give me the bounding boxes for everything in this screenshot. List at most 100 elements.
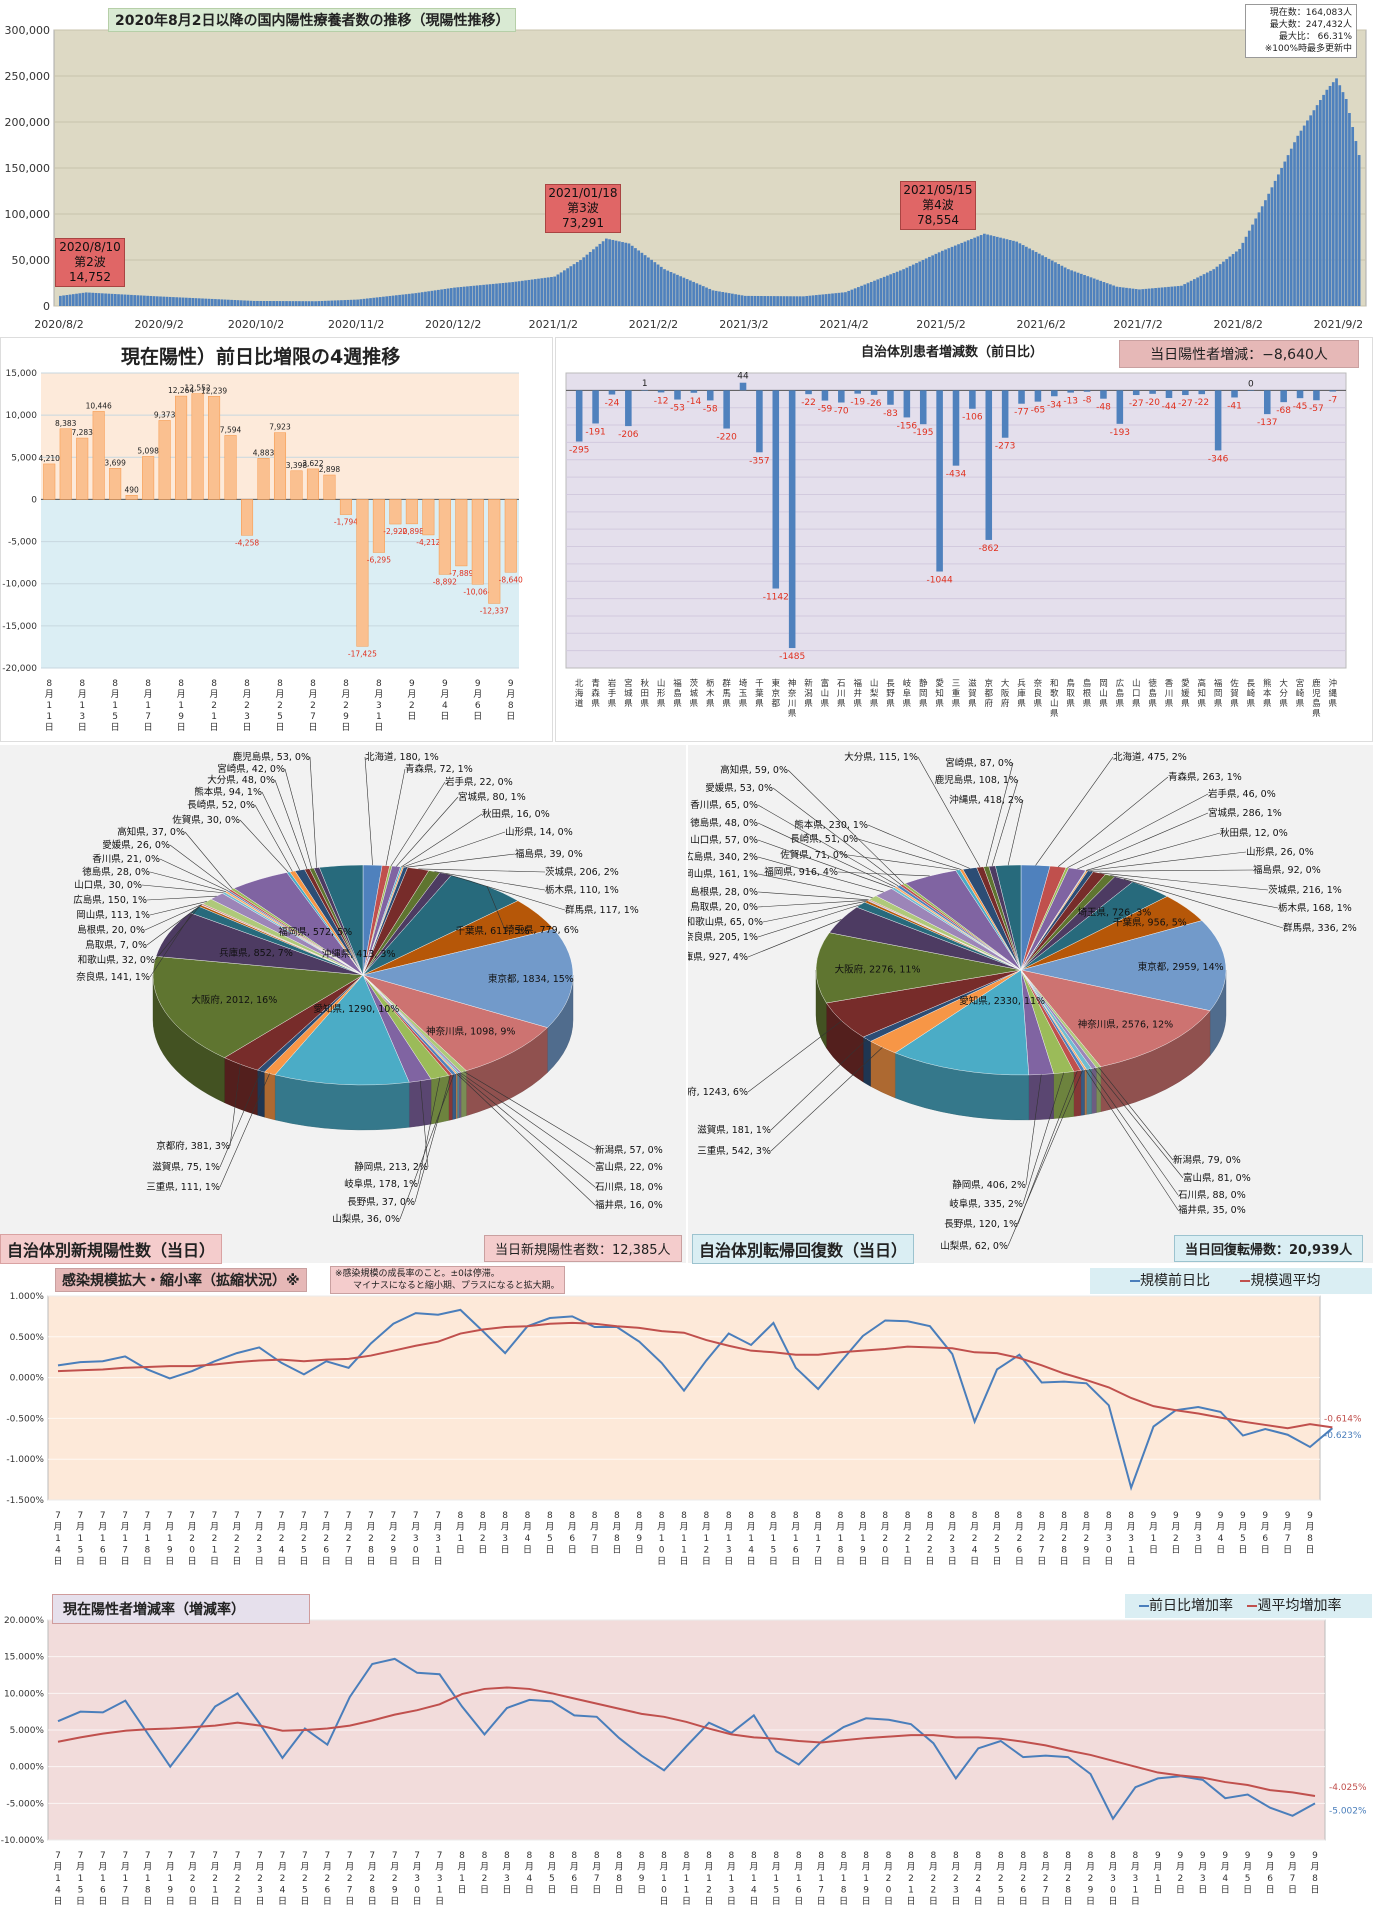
x-tick-label-char: 2 — [931, 1874, 937, 1884]
x-tick-label-char: 3 — [1106, 1534, 1112, 1544]
x-tick-label-char: 月 — [1037, 1522, 1046, 1533]
prefecture-change-bar — [1198, 390, 1206, 395]
daily-change-bar — [438, 499, 451, 575]
active-cases-bar — [333, 300, 337, 306]
active-cases-bar — [146, 295, 149, 306]
x-tick-label-char: 4 — [280, 1886, 286, 1896]
y-tick-label: 15.000% — [4, 1653, 44, 1663]
pie-leader-line — [1022, 1072, 1065, 1205]
x-tick-label-char: 6 — [100, 1886, 106, 1896]
active-cases-bar — [701, 286, 705, 306]
x-tick-label-char: 8 — [502, 1511, 508, 1521]
x-tick-label-char: 9 — [343, 712, 349, 722]
prefecture-change-value-label: -59 — [818, 405, 833, 415]
pie-label: 長野県, 120, 1% — [944, 1219, 1018, 1230]
prefecture-name-char: 富 — [821, 678, 830, 689]
x-tick-label-char: 8 — [908, 1851, 914, 1861]
x-tick-label-char: 9 — [167, 1546, 173, 1556]
x-tick-label-char: 8 — [1039, 1511, 1045, 1521]
prefecture-name-char: 三 — [952, 679, 961, 689]
daily-change-bar — [43, 463, 56, 500]
prefecture-name-char: 島 — [1116, 688, 1125, 699]
prefecture-change-value-label: -22 — [801, 398, 816, 408]
pie-leader-line — [399, 1074, 455, 1220]
x-tick-label-char: 8 — [1312, 1874, 1318, 1884]
prefecture-name-char: 福 — [1214, 678, 1223, 689]
pie-leader-line — [456, 1073, 596, 1206]
prefecture-name-char: 縄 — [1329, 689, 1338, 699]
active-cases-bar — [1147, 288, 1151, 306]
prefecture-change-bar — [739, 382, 747, 391]
pie-label: 東京都, 2959, 14% — [1138, 961, 1224, 973]
x-tick-label-char: 3 — [1133, 1874, 1139, 1884]
active-cases-bar — [1260, 206, 1264, 306]
prefecture-change-value-label: -1142 — [763, 593, 789, 603]
x-tick-label-char: 月 — [814, 1522, 823, 1533]
prefecture-name-char: 形 — [657, 689, 666, 699]
daily-change-bar — [175, 395, 188, 500]
active-cases-bar — [1348, 113, 1351, 306]
active-cases-bar — [802, 296, 805, 306]
x-tick-label-char: 1 — [684, 1874, 690, 1884]
x-tick-label-char: 日 — [45, 722, 54, 733]
x-tick-label-char: 日 — [374, 722, 383, 733]
active-cases-bar — [395, 295, 398, 306]
x-tick-label-char: 4 — [975, 1886, 981, 1896]
x-tick-label-char: 3 — [257, 1886, 263, 1896]
daily-change-bar — [389, 499, 402, 525]
x-tick-label-char: 8 — [684, 1851, 690, 1861]
daily-change-value-label: 3,398 — [286, 461, 308, 470]
x-tick-label-char: 月 — [440, 689, 449, 700]
active-cases-bar — [459, 286, 463, 306]
x-tick-label-char: 日 — [1127, 1556, 1136, 1567]
x-tick-label-char: 1 — [751, 1874, 757, 1884]
x-tick-label-char: 月 — [884, 1862, 893, 1873]
prefecture-change-bar — [1067, 390, 1074, 393]
x-tick-label-char: 7 — [212, 1851, 218, 1861]
x-tick-label-char: 8 — [927, 1511, 933, 1521]
active-cases-bar — [1299, 130, 1303, 306]
x-tick-label-char: 月 — [407, 689, 416, 700]
pie-leader-line — [390, 781, 446, 867]
recovered-pie-title: 自治体別転帰回復数（当日） — [692, 1234, 915, 1264]
active-cases-bar — [307, 301, 311, 306]
active-cases-bar — [1083, 275, 1086, 306]
x-tick-label-char: 月 — [256, 1862, 265, 1873]
active-cases-bar — [110, 293, 114, 306]
pie-label: 山形県, 14, 0% — [505, 826, 573, 838]
pie-label: 千葉県, 956, 5% — [1113, 917, 1187, 929]
x-tick-label-char: 8 — [459, 1851, 465, 1861]
x-tick-label-char: 8 — [882, 1511, 888, 1521]
x-tick-label-char: 8 — [594, 1851, 600, 1861]
active-cases-bar — [469, 286, 473, 306]
x-tick-label-char: 月 — [502, 1862, 511, 1873]
pie-label: 島根県, 20, 0% — [77, 924, 145, 936]
prefecture-name-char: 道 — [575, 698, 584, 709]
scale-rate-chart: 1.000% 0.500% 0.000% -0.500% -1.000% -1.500% -… — [0, 1264, 1373, 1589]
pie-leader-line — [857, 838, 962, 870]
active-cases-bar — [1154, 288, 1157, 306]
x-tick-label-char: 月 — [111, 689, 120, 700]
pie-label: 石川県, 88, 0% — [1178, 1190, 1246, 1201]
x-tick-label-char: 6 — [1020, 1886, 1026, 1896]
x-tick-label-char: 月 — [76, 1862, 85, 1873]
active-cases-bar — [104, 293, 107, 306]
active-cases-bar — [227, 299, 230, 306]
pie-leader-line — [1090, 869, 1254, 872]
pie-label: 埼玉県, 726, 3% — [1077, 906, 1151, 918]
prefecture-name-char: 島 — [1148, 688, 1157, 699]
x-tick-label-char: 日 — [1086, 1896, 1095, 1907]
daily-change-bar — [125, 495, 138, 500]
prefecture-name-char: 愛 — [935, 678, 944, 689]
active-cases-bar — [340, 300, 343, 306]
x-tick-label-char: 9 — [1307, 1511, 1313, 1521]
x-tick-label-char: 日 — [243, 722, 252, 733]
x-tick-label-char: 月 — [1238, 1522, 1247, 1533]
active-cases-bar — [876, 279, 880, 306]
pie-label: 京都府, 381, 3% — [156, 1140, 230, 1152]
x-tick-label-char: 月 — [345, 1862, 354, 1873]
pie-label: 広島県, 340, 2% — [688, 851, 758, 863]
x-tick-label-char: 月 — [724, 1522, 733, 1533]
prefecture-change-value-label: -65 — [1031, 406, 1046, 416]
x-tick-label-char: 2 — [235, 1874, 241, 1884]
